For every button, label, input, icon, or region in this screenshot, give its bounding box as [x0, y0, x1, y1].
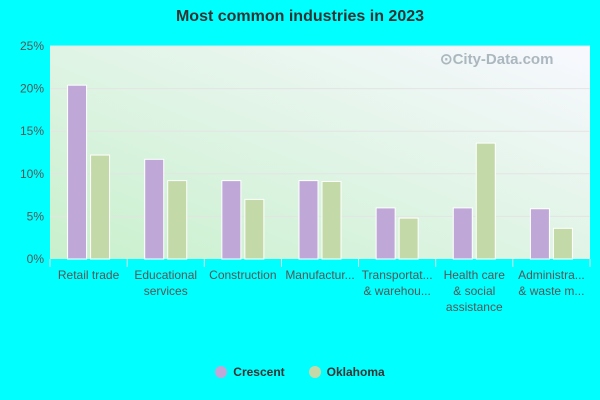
y-tick-label: 5%	[27, 209, 45, 223]
x-category-label: Health care	[444, 268, 506, 282]
bar-crescent	[298, 180, 319, 260]
x-category-label: Educational	[134, 268, 197, 282]
bar-crescent	[144, 158, 165, 260]
bar-crescent	[221, 180, 242, 260]
bar-oklahoma	[244, 198, 265, 260]
y-tick-label: 15%	[20, 124, 44, 138]
bar-crescent	[529, 208, 550, 260]
x-category-label: Manufactur...	[285, 268, 354, 282]
x-category-label: & waste m...	[518, 284, 584, 298]
legend-swatch	[215, 366, 228, 378]
legend-swatch	[308, 366, 321, 378]
bar-oklahoma	[552, 227, 573, 260]
y-tick-label: 10%	[20, 167, 44, 181]
legend-label: Crescent	[233, 365, 285, 379]
x-category-label: Transportat...	[362, 268, 433, 282]
bar-oklahoma	[167, 180, 188, 260]
x-category-label: Administra...	[518, 268, 585, 282]
bar-oklahoma	[475, 142, 496, 260]
bar-crescent	[452, 207, 473, 260]
bar-oklahoma	[90, 154, 111, 260]
x-category-label: & social	[453, 284, 495, 298]
watermark-logo: ⊙City-Data.com	[440, 51, 554, 68]
bar-oklahoma	[398, 217, 419, 260]
x-category-label: Construction	[209, 268, 276, 282]
bar-crescent	[67, 84, 88, 260]
x-category-label: assistance	[446, 300, 503, 314]
bar-oklahoma	[321, 180, 342, 260]
x-category-label: Retail trade	[58, 268, 120, 282]
legend-item-crescent: Crescent	[215, 365, 285, 379]
legend-item-oklahoma: Oklahoma	[308, 365, 385, 379]
y-tick-label: 0%	[27, 252, 45, 266]
legend: Crescent Oklahoma	[0, 365, 600, 379]
legend-label: Oklahoma	[326, 365, 385, 379]
x-category-label: & warehou...	[363, 284, 430, 298]
plot-area	[50, 46, 590, 259]
y-tick-label: 20%	[20, 82, 44, 96]
bar-crescent	[375, 207, 396, 260]
chart-title: Most common industries in 2023	[175, 8, 425, 25]
y-tick-label: 25%	[20, 39, 44, 53]
x-category-label: services	[144, 284, 188, 298]
